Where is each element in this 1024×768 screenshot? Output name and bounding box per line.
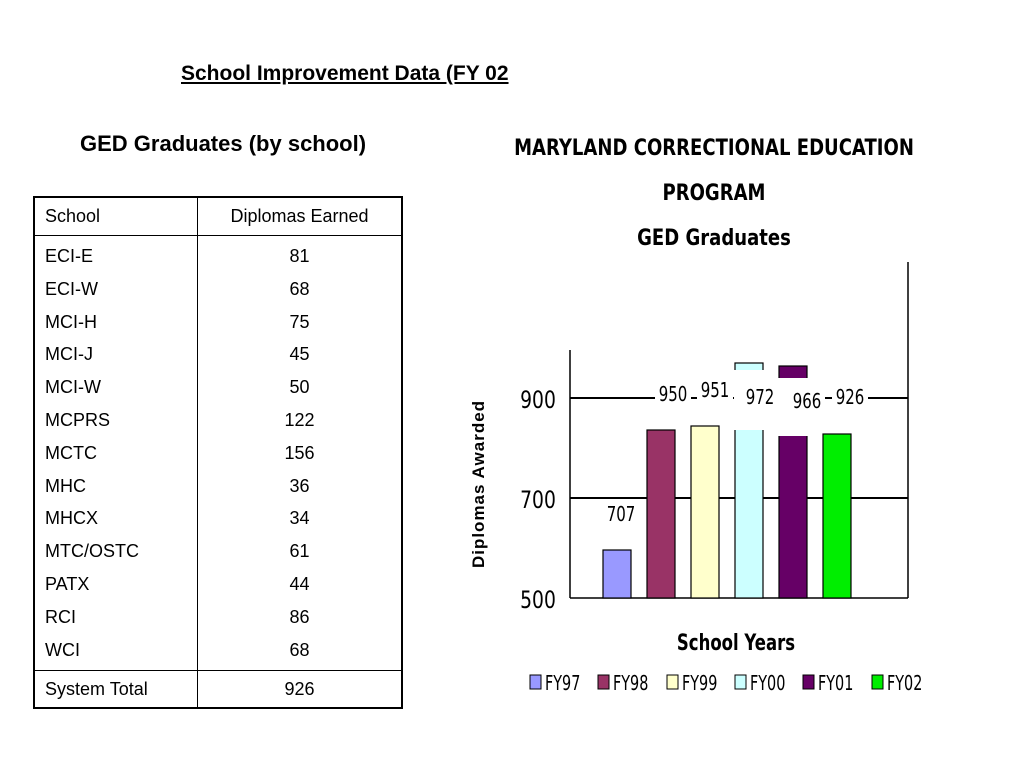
bar-fy99 (690, 425, 720, 599)
total-row: System Total 926 (34, 670, 403, 709)
diplomas-value: 86 (197, 600, 403, 634)
table-title: GED Graduates (by school) (80, 131, 367, 156)
legend-label-fy99: FY99 (682, 673, 717, 696)
chart-container: MARYLAND CORRECTIONAL EDUCATION PROGRAM GE… (440, 120, 940, 710)
legend-swatch-fy98 (597, 674, 610, 690)
school-name: ECI-W (34, 272, 198, 306)
data-label-bg (832, 383, 868, 409)
data-label-fy01: 966 (793, 391, 822, 414)
table-row: MCPRS 122 (34, 403, 403, 437)
data-label-fy00: 972 (746, 387, 775, 410)
header-diplomas: Diplomas Earned (197, 197, 403, 236)
table-row: MCI-W 50 (34, 371, 403, 404)
bar-fy02 (822, 433, 852, 599)
y-tick-label: 700 (520, 487, 556, 515)
legend-swatch-fy97 (529, 674, 542, 690)
legend-label-fy97: FY97 (545, 673, 580, 696)
diplomas-value: 68 (197, 633, 403, 671)
legend-swatch-fy99 (666, 674, 679, 690)
table-row: ECI-E 81 (34, 235, 403, 273)
legend-label-fy98: FY98 (613, 673, 648, 696)
data-label-fy02: 926 (836, 387, 865, 410)
school-name: MCPRS (34, 403, 198, 437)
y-tick-label: 900 (520, 387, 556, 415)
chart-title-line: MARYLAND CORRECTIONAL EDUCATION (514, 134, 914, 160)
legend-label-fy01: FY01 (818, 673, 853, 696)
table-row: MCI-J 45 (34, 338, 403, 372)
school-name: MCTC (34, 436, 198, 470)
school-name: MHC (34, 469, 198, 503)
table-row: MTC/OSTC 61 (34, 535, 403, 568)
school-name: MCI-H (34, 305, 198, 339)
diplomas-value: 36 (197, 469, 403, 503)
table-row: MCTC 156 (34, 436, 403, 470)
school-name: WCI (34, 633, 198, 671)
school-name: MCI-J (34, 338, 198, 372)
diplomas-value: 61 (197, 535, 403, 568)
legend-swatch-fy01 (802, 674, 815, 690)
bar-fy98 (646, 429, 676, 599)
y-axis-title: Diplomas Awarded (469, 400, 488, 568)
diplomas-value: 44 (197, 567, 403, 601)
data-label-bg (742, 383, 778, 409)
diplomas-value: 34 (197, 502, 403, 536)
y-tick-label: 500 (520, 587, 556, 615)
table-row: MHCX 34 (34, 502, 403, 536)
diplomas-value: 122 (197, 403, 403, 437)
total-value: 926 (197, 670, 403, 709)
table-row: WCI 68 (34, 633, 403, 671)
table-row: RCI 86 (34, 600, 403, 634)
data-label-fy99: 951 (701, 380, 730, 403)
legend-swatch-fy00 (734, 674, 747, 690)
school-name: MTC/OSTC (34, 535, 198, 568)
total-label: System Total (34, 670, 198, 709)
data-label-bg (789, 387, 825, 413)
legend-swatch-fy02 (871, 674, 884, 690)
school-name: RCI (34, 600, 198, 634)
table-row: PATX 44 (34, 567, 403, 601)
diplomas-value: 75 (197, 305, 403, 339)
chart-title-line: GED Graduates (637, 224, 791, 250)
school-name: MCI-W (34, 371, 198, 404)
diplomas-value: 50 (197, 371, 403, 404)
chart-title-line: PROGRAM (662, 179, 765, 205)
table-row: MCI-H 75 (34, 305, 403, 339)
data-label-bg (655, 380, 691, 406)
data-label-bg (603, 500, 639, 526)
diplomas-value: 45 (197, 338, 403, 372)
data-label-fy97: 707 (607, 504, 636, 527)
table-body: ECI-E 81 ECI-W 68 MCI-H 75 MCI-J 45 MCI-W 50 MCPRS… (34, 235, 403, 671)
diplomas-value: 156 (197, 436, 403, 470)
school-name: MHCX (34, 502, 198, 536)
table-row: ECI-W 68 (34, 272, 403, 306)
diplomas-value: 68 (197, 272, 403, 306)
legend-label-fy02: FY02 (887, 673, 922, 696)
data-label-bg (697, 376, 733, 402)
header-school: School (34, 197, 198, 236)
bar-fy97 (602, 549, 632, 599)
table-row: MHC 36 (34, 469, 403, 503)
legend-label-fy00: FY00 (750, 673, 785, 696)
diplomas-table: School Diplomas Earned ECI-E 81 ECI-W 68 MCI… (33, 196, 403, 710)
school-name: PATX (34, 567, 198, 601)
diplomas-value: 81 (197, 235, 403, 273)
page-title: School Improvement Data (FY 02 (181, 62, 509, 85)
x-axis-title: School Years (677, 630, 795, 656)
school-name: ECI-E (34, 235, 198, 273)
data-label-fy98: 950 (659, 384, 688, 407)
table-header-row: School Diplomas Earned (34, 197, 403, 236)
ged-bar-chart: MARYLAND CORRECTIONAL EDUCATION PROGRAM GE… (469, 134, 922, 696)
